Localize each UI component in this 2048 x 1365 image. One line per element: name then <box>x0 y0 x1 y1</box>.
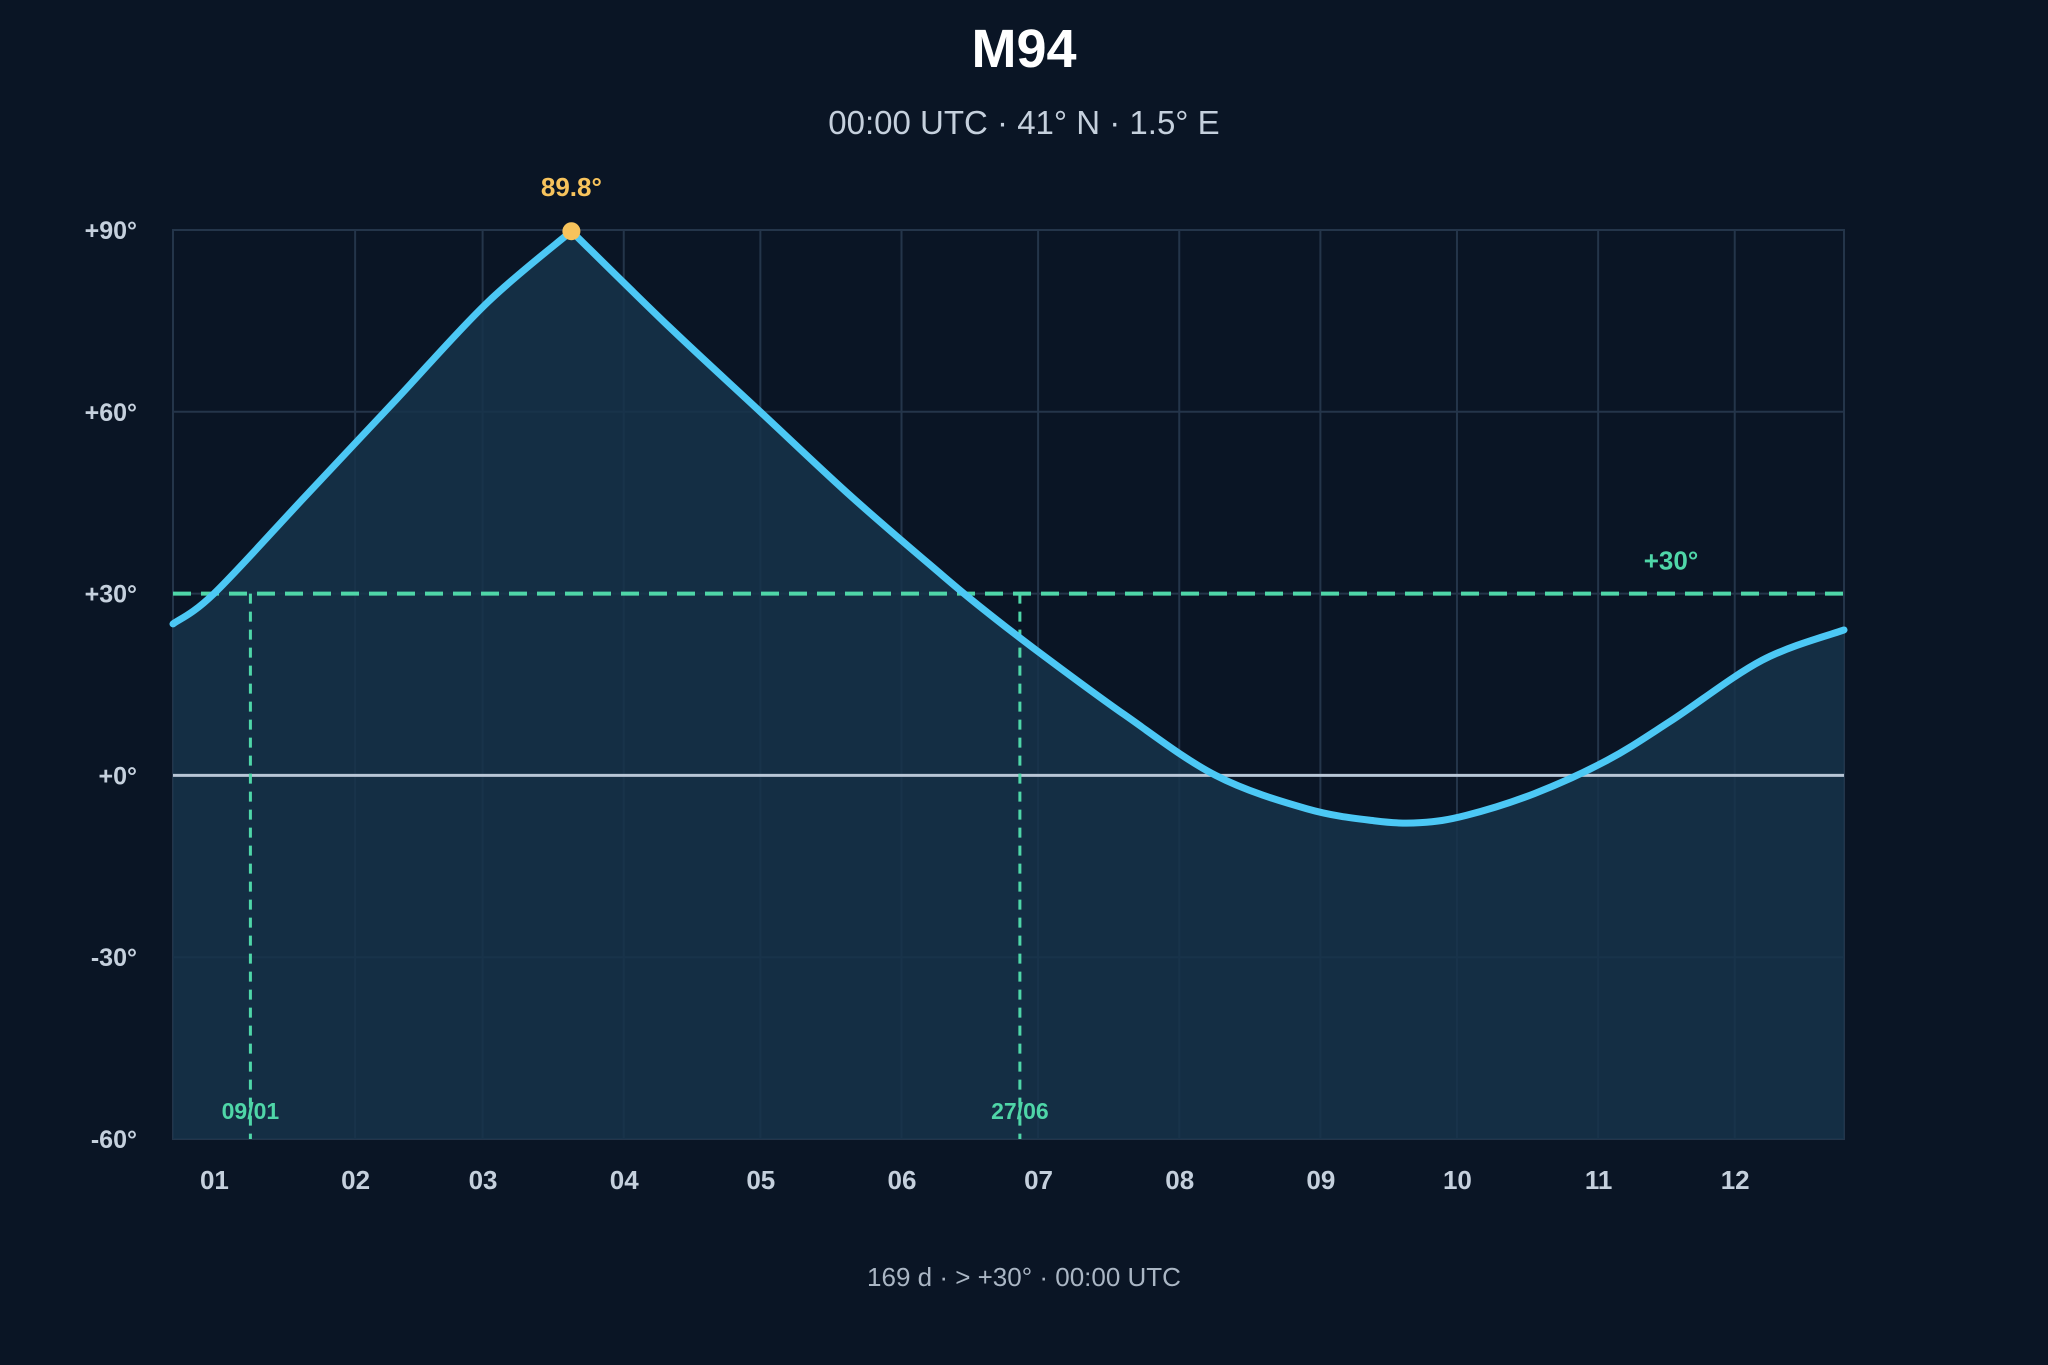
y-tick-label: -30° <box>91 944 137 972</box>
x-tick-label: 07 <box>1024 1165 1053 1195</box>
altitude-area <box>173 231 1844 1139</box>
x-tick-label: 02 <box>341 1165 370 1195</box>
x-tick-label: 10 <box>1443 1165 1472 1195</box>
peak-label: 89.8° <box>541 172 602 202</box>
y-tick-label: +90° <box>85 217 137 245</box>
x-tick-label: 05 <box>746 1165 775 1195</box>
threshold-label: +30° <box>1644 546 1699 576</box>
x-tick-label: 08 <box>1165 1165 1194 1195</box>
altitude-curve <box>169 227 1848 827</box>
x-tick-label: 12 <box>1721 1165 1750 1195</box>
y-tick-label: +0° <box>98 762 137 790</box>
y-tick-label: +30° <box>85 581 137 609</box>
chart-subtitle: 00:00 UTC · 41° N · 1.5° E <box>828 104 1220 141</box>
y-axis-ticks: +90° +60° +30° +0° -30° -60° <box>85 217 137 1154</box>
crossing-markers: 09/01 27/06 <box>222 593 1049 1139</box>
x-tick-label: 04 <box>610 1165 639 1195</box>
x-tick-label: 11 <box>1585 1165 1613 1195</box>
peak-marker <box>562 222 581 241</box>
y-tick-label: +60° <box>85 399 137 427</box>
x-tick-label: 01 <box>200 1165 229 1195</box>
chart-footer: 169 d · > +30° · 00:00 UTC <box>867 1262 1181 1292</box>
x-axis-ticks: 01 02 03 04 05 06 07 08 09 10 11 12 <box>200 1165 1750 1195</box>
chart-title: M94 <box>971 19 1077 79</box>
x-tick-label: 09 <box>1306 1165 1335 1195</box>
crossing-date-label: 09/01 <box>222 1098 280 1124</box>
y-tick-label: -60° <box>91 1126 137 1154</box>
x-tick-label: 03 <box>469 1165 498 1195</box>
crossing-date-label: 27/06 <box>991 1098 1049 1124</box>
x-tick-label: 06 <box>887 1165 916 1195</box>
